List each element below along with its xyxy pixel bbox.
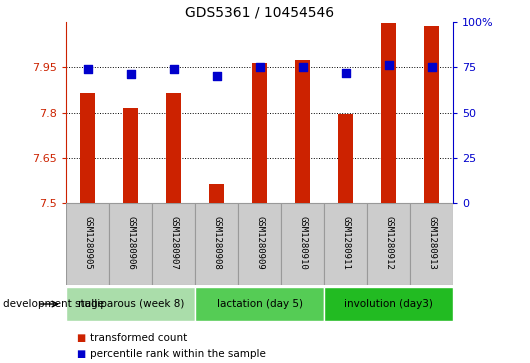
Bar — [324, 287, 453, 321]
Bar — [338, 114, 353, 203]
Point — [298, 64, 307, 70]
Bar — [80, 93, 95, 203]
Text: GSM1280908: GSM1280908 — [212, 216, 221, 269]
Bar — [66, 287, 195, 321]
Point — [213, 73, 221, 79]
Text: GSM1280906: GSM1280906 — [126, 216, 135, 269]
Bar — [238, 203, 281, 285]
Bar — [123, 108, 138, 203]
Text: GSM1280907: GSM1280907 — [169, 216, 178, 269]
Bar — [195, 203, 238, 285]
Point — [427, 64, 436, 70]
Bar — [109, 203, 152, 285]
Bar — [209, 184, 224, 203]
Title: GDS5361 / 10454546: GDS5361 / 10454546 — [185, 5, 334, 19]
Point — [170, 66, 178, 72]
Bar — [281, 203, 324, 285]
Text: GSM1280913: GSM1280913 — [427, 216, 436, 269]
Point — [255, 64, 264, 70]
Bar — [166, 93, 181, 203]
Text: nulliparous (week 8): nulliparous (week 8) — [77, 299, 184, 309]
Bar — [252, 63, 267, 203]
Text: ■: ■ — [77, 349, 89, 359]
Bar — [367, 203, 410, 285]
Bar — [410, 203, 453, 285]
Point — [384, 62, 393, 68]
Text: GSM1280912: GSM1280912 — [384, 216, 393, 269]
Text: development stage: development stage — [3, 299, 104, 309]
Text: GSM1280905: GSM1280905 — [83, 216, 92, 269]
Bar — [295, 60, 310, 203]
Bar — [66, 203, 109, 285]
Bar — [152, 203, 195, 285]
Bar — [424, 26, 439, 203]
Text: GSM1280909: GSM1280909 — [255, 216, 264, 269]
Text: ■: ■ — [77, 333, 89, 343]
Text: transformed count: transformed count — [90, 333, 187, 343]
Point — [127, 72, 135, 77]
Text: involution (day3): involution (day3) — [344, 299, 433, 309]
Point — [84, 66, 92, 72]
Text: GSM1280911: GSM1280911 — [341, 216, 350, 269]
Text: percentile rank within the sample: percentile rank within the sample — [90, 349, 266, 359]
Point — [341, 70, 350, 76]
Bar — [324, 203, 367, 285]
Text: lactation (day 5): lactation (day 5) — [217, 299, 303, 309]
Text: GSM1280910: GSM1280910 — [298, 216, 307, 269]
Bar — [195, 287, 324, 321]
Bar — [381, 23, 396, 203]
